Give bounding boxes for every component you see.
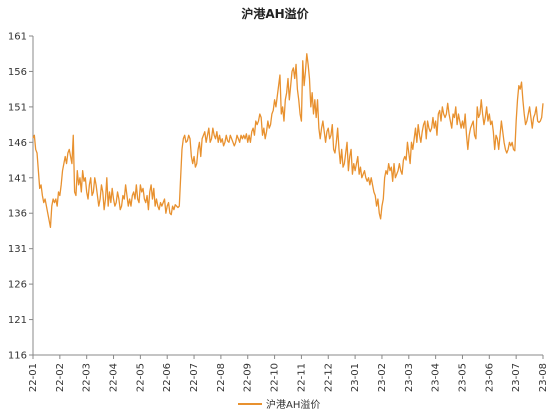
y-tick-label: 161 [8,32,27,43]
x-tick-label: 23-08 [538,363,549,392]
x-tick-label: 23-02 [377,363,388,392]
legend-label: 沪港AH溢价 [266,398,320,411]
x-tick-label: 22-06 [162,363,173,392]
y-tick-label: 131 [8,244,27,255]
y-tick-label: 126 [8,280,27,291]
x-tick-label: 23-05 [457,363,468,392]
axes-group: 116 121 126 131 136 141 146 151 156 161 22-01 22-02… [8,32,549,393]
x-tick-label: 22-12 [323,363,334,392]
x-tick-label: 23-01 [350,363,361,392]
y-tick-label: 136 [8,209,27,220]
x-tick-label: 22-04 [109,363,120,392]
x-tick-label: 22-03 [82,363,93,392]
chart-title: 沪港AH溢价 [241,6,309,21]
x-tick-label: 23-04 [431,363,442,392]
x-tick-label: 22-08 [216,363,227,392]
y-tick-label: 156 [8,67,27,78]
x-tick-label: 22-05 [135,363,146,392]
y-tick-label: 141 [8,173,27,184]
y-tick-label: 151 [8,102,27,113]
x-tick-label: 23-06 [484,363,495,392]
y-tick-label: 146 [8,138,27,149]
legend: 沪港AH溢价 [238,398,320,411]
x-tick-label: 22-02 [55,363,66,392]
x-tick-label: 22-07 [189,363,200,392]
x-tick-label: 23-07 [511,363,522,392]
x-tick-label: 22-11 [296,363,307,392]
series-layer [32,53,544,229]
x-tick-label: 22-01 [28,363,39,392]
y-tick-label: 116 [8,351,27,362]
x-tick-label: 23-03 [404,363,415,392]
series-line [32,53,544,229]
x-tick-label: 22-09 [243,363,254,392]
x-tick-label: 22-10 [270,363,281,392]
y-tick-label: 121 [8,315,27,326]
